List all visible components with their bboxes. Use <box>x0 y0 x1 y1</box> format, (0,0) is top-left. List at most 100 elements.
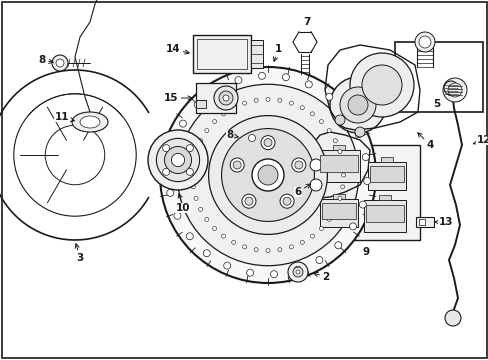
Text: 15: 15 <box>163 93 192 103</box>
Circle shape <box>283 197 290 205</box>
Circle shape <box>242 194 255 208</box>
Circle shape <box>219 91 232 105</box>
Bar <box>250 40 263 68</box>
Circle shape <box>212 226 216 230</box>
Circle shape <box>163 168 169 175</box>
Circle shape <box>224 262 230 269</box>
Bar <box>394 42 482 112</box>
Bar <box>332 145 345 150</box>
Circle shape <box>171 153 184 167</box>
Circle shape <box>233 161 241 169</box>
Bar <box>369 166 403 181</box>
Circle shape <box>282 74 289 81</box>
Circle shape <box>194 150 198 154</box>
Circle shape <box>254 98 258 102</box>
Circle shape <box>444 310 460 326</box>
Circle shape <box>292 267 303 277</box>
Text: 13: 13 <box>434 217 452 227</box>
Circle shape <box>186 233 193 240</box>
Circle shape <box>340 161 344 165</box>
Circle shape <box>234 77 242 84</box>
Circle shape <box>329 77 385 133</box>
Circle shape <box>212 120 216 123</box>
Circle shape <box>191 185 195 189</box>
Circle shape <box>337 150 341 154</box>
Circle shape <box>174 212 181 219</box>
Circle shape <box>354 131 362 138</box>
Circle shape <box>165 166 172 172</box>
Circle shape <box>242 245 246 249</box>
Circle shape <box>347 95 367 115</box>
Circle shape <box>265 98 269 102</box>
Circle shape <box>214 86 238 110</box>
Bar <box>321 203 355 219</box>
Circle shape <box>362 154 368 161</box>
Circle shape <box>337 196 341 201</box>
Circle shape <box>289 245 293 249</box>
Circle shape <box>221 129 314 221</box>
Circle shape <box>418 36 430 48</box>
Bar <box>197 39 246 69</box>
Circle shape <box>221 112 225 116</box>
Circle shape <box>221 234 225 238</box>
Bar <box>317 150 359 182</box>
Bar <box>333 194 344 199</box>
Text: 10: 10 <box>175 194 190 213</box>
Circle shape <box>300 240 304 244</box>
Circle shape <box>319 120 323 123</box>
Circle shape <box>326 217 330 221</box>
Circle shape <box>305 81 312 88</box>
Circle shape <box>277 98 281 102</box>
Circle shape <box>264 139 271 147</box>
Circle shape <box>204 129 208 132</box>
Circle shape <box>277 248 281 252</box>
Text: 7: 7 <box>303 17 310 27</box>
Circle shape <box>270 271 277 278</box>
Circle shape <box>177 84 358 266</box>
Circle shape <box>160 67 375 283</box>
Circle shape <box>361 65 401 105</box>
Bar <box>363 200 405 232</box>
Circle shape <box>166 189 173 197</box>
Circle shape <box>294 161 302 169</box>
Circle shape <box>198 207 202 211</box>
Circle shape <box>341 173 345 177</box>
Circle shape <box>156 138 199 181</box>
Text: 2: 2 <box>313 272 329 282</box>
Circle shape <box>198 139 202 143</box>
Circle shape <box>251 159 284 191</box>
Text: 11: 11 <box>55 112 74 122</box>
Circle shape <box>334 242 341 249</box>
Circle shape <box>310 112 314 116</box>
Circle shape <box>319 226 323 230</box>
Bar <box>381 157 392 162</box>
Circle shape <box>186 145 193 152</box>
Bar <box>367 162 405 190</box>
Circle shape <box>244 197 252 205</box>
Text: 8: 8 <box>226 130 238 140</box>
Circle shape <box>349 53 413 117</box>
Circle shape <box>309 179 321 191</box>
Circle shape <box>443 81 457 95</box>
Circle shape <box>363 177 370 184</box>
Circle shape <box>326 129 330 132</box>
Circle shape <box>190 173 194 177</box>
Circle shape <box>191 161 195 165</box>
Circle shape <box>310 234 314 238</box>
Text: 5: 5 <box>432 99 440 109</box>
Bar <box>418 219 424 225</box>
Text: 4: 4 <box>417 133 433 150</box>
Circle shape <box>333 139 337 143</box>
Bar <box>311 145 419 240</box>
Text: 8: 8 <box>38 55 53 65</box>
Circle shape <box>354 127 364 137</box>
Circle shape <box>265 249 269 253</box>
Circle shape <box>258 72 265 79</box>
Circle shape <box>169 142 176 149</box>
Circle shape <box>359 201 366 208</box>
Circle shape <box>315 257 322 264</box>
Circle shape <box>246 269 253 276</box>
Circle shape <box>194 196 198 201</box>
Text: 9: 9 <box>362 247 369 257</box>
Circle shape <box>325 93 332 100</box>
